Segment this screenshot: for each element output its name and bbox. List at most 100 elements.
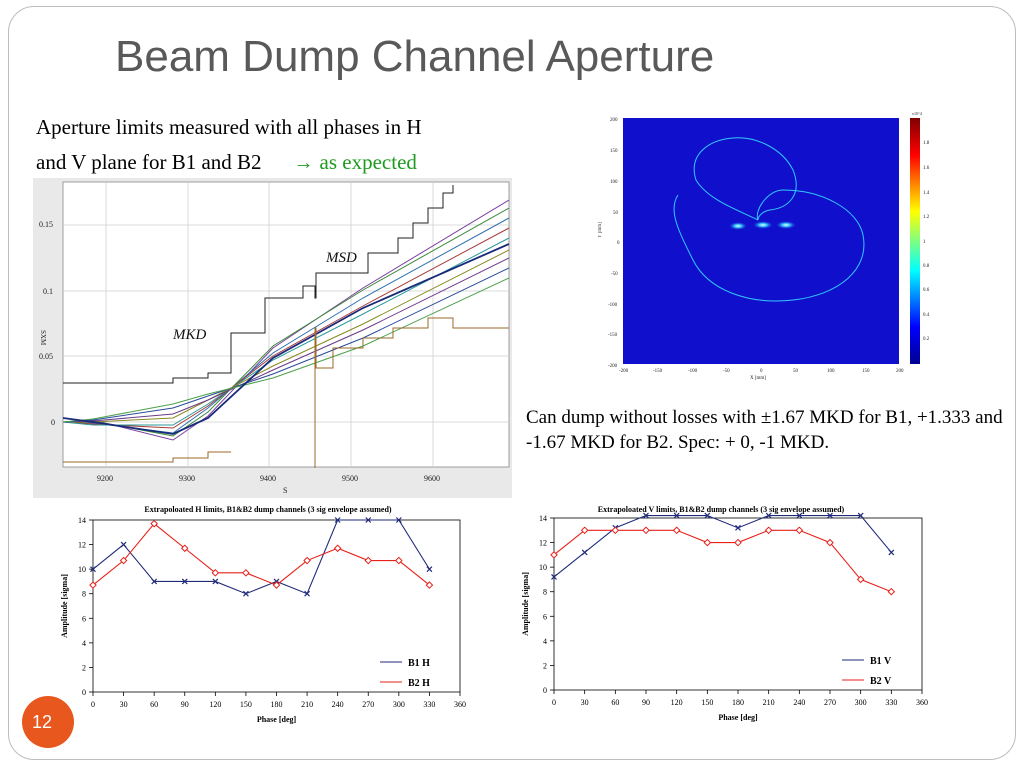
heatmap-y-ticks: 200 150 100 50 0 -50 -100 -150 -200 <box>608 118 620 369</box>
y-tick-label: 12 <box>539 539 547 548</box>
heatmap-xlabel: X [mm] <box>750 376 766 381</box>
data-point <box>703 538 712 547</box>
heatmap-xtick: -200 <box>619 369 629 374</box>
colorbar-tick: 1.4 <box>923 191 930 196</box>
y-tick-label: 14 <box>78 516 86 525</box>
data-point <box>89 581 97 589</box>
y-tick-label: 8 <box>82 590 86 599</box>
data-point <box>333 544 342 553</box>
heatmap-xtick: 0 <box>760 369 763 374</box>
x-tick-label: 360 <box>454 700 466 709</box>
results-caption: Can dump without losses with ±1.67 MKD f… <box>526 407 1003 453</box>
scope-xtick: 9600 <box>424 474 440 483</box>
x-tick-label: 90 <box>642 698 650 707</box>
heatmap-ytick: 0 <box>617 241 620 246</box>
x-axis-label: Phase [deg] <box>718 713 758 722</box>
y-tick-label: 2 <box>543 661 547 670</box>
data-point <box>395 517 402 523</box>
x-tick-label: 300 <box>393 700 405 709</box>
aperture-lower-limit <box>63 317 509 468</box>
x-tick-label: 360 <box>916 698 928 707</box>
data-point <box>764 526 773 535</box>
y-axis-label: Amplitude [sigma] <box>521 572 530 636</box>
y-tick-label: 14 <box>539 514 547 523</box>
heatmap-ytick: 50 <box>613 211 619 216</box>
heatmap-ytick: -100 <box>608 303 618 308</box>
heatmap-x-ticks: -200 -150 -100 -50 0 50 100 150 200 <box>619 369 904 374</box>
x-tick-label: 330 <box>423 700 435 709</box>
data-point <box>119 556 128 565</box>
y-tick-label: 4 <box>82 639 86 648</box>
data-point <box>734 538 742 547</box>
heatmap-ytick: -200 <box>608 364 618 369</box>
heatmap-ytick: -150 <box>608 333 618 338</box>
scope-ytick: 0.1 <box>43 287 53 296</box>
chart-title: Extrapoloated V limits, B1&B2 dump chann… <box>598 505 845 514</box>
x-tick-label: 180 <box>271 700 283 709</box>
scope-y-ticks: 0.15 0.1 0.05 0 <box>39 220 55 427</box>
annotation-msd: MSD <box>325 250 357 266</box>
data-point <box>181 578 188 585</box>
chart-plot-area <box>92 519 461 693</box>
heatmap-ylabel: Y [mm] <box>598 222 603 238</box>
beam-spot <box>776 221 796 229</box>
h-limits-svg: Extrapoloated H limits, B1&B2 dump chann… <box>60 505 466 724</box>
as-expected-text: as expected <box>319 150 417 174</box>
scope-xlabel: S <box>283 486 287 495</box>
sweep-trace-outer <box>673 189 865 302</box>
x-tick-label: 60 <box>611 698 619 707</box>
data-point <box>272 581 281 589</box>
data-point <box>425 581 434 589</box>
data-point <box>120 541 127 548</box>
intro-text: Aperture limits measured with all phases… <box>36 110 422 181</box>
data-point <box>673 512 680 519</box>
aperture-scope-svg: 0.15 0.1 0.05 0 9200 9300 9400 9500 9600… <box>39 181 510 495</box>
data-point <box>580 526 589 535</box>
data-point <box>611 526 620 535</box>
y-tick-label: 6 <box>82 614 86 623</box>
y-tick-label: 4 <box>543 637 547 646</box>
aperture-upper-limit <box>63 185 454 384</box>
x-tick-label: 150 <box>240 700 252 709</box>
slide-title: Beam Dump Channel Aperture <box>115 32 715 81</box>
scope-xtick: 9400 <box>260 474 276 483</box>
x-tick-label: 0 <box>552 698 556 707</box>
legend-label: B1 V <box>870 656 892 667</box>
x-tick-label: 120 <box>671 698 683 707</box>
annotation-mkd: MKD <box>172 327 207 343</box>
colorbar-tick: 0.2 <box>923 337 930 342</box>
y-tick-label: 0 <box>82 688 86 697</box>
x-tick-label: 120 <box>209 700 221 709</box>
data-point <box>735 524 741 531</box>
x-tick-label: 240 <box>793 698 805 707</box>
data-point <box>827 512 833 519</box>
data-point <box>887 587 896 596</box>
data-point <box>857 512 864 519</box>
heatmap-xtick: -150 <box>653 369 663 374</box>
x-tick-label: 0 <box>91 700 95 709</box>
y-axis-label: Amplitude [sigma] <box>60 574 69 638</box>
sweep-trace-inner <box>693 137 797 221</box>
aperture-scope-plot: 0.15 0.1 0.05 0 9200 9300 9400 9500 9600… <box>33 178 512 498</box>
x-tick-label: 210 <box>301 700 313 709</box>
beam-spot <box>753 221 773 229</box>
data-point <box>151 578 158 585</box>
data-point <box>426 566 433 573</box>
heatmap-ytick: 200 <box>610 118 618 123</box>
x-tick-label: 30 <box>581 698 589 707</box>
data-point <box>704 512 711 519</box>
h-limits-chart: Extrapoloated H limits, B1&B2 dump chann… <box>48 500 488 735</box>
data-point <box>581 549 588 556</box>
series-line <box>92 519 430 595</box>
x-tick-label: 150 <box>701 698 713 707</box>
heatmap-ytick: -50 <box>611 272 618 277</box>
v-limits-svg: Extrapoloated V limits, B1&B2 dump chann… <box>521 505 928 722</box>
colorbar-ticks: 1.8 1.6 1.4 1.2 1 0.8 0.6 0.4 0.2 <box>923 141 930 342</box>
x-tick-label: 90 <box>181 700 189 709</box>
heatmap-xtick: -50 <box>723 369 730 374</box>
data-point <box>643 512 649 519</box>
colorbar-tick: 1.6 <box>923 166 930 171</box>
beam-envelope-lines <box>62 199 510 441</box>
legend-label: B2 V <box>870 676 892 687</box>
data-point <box>212 578 219 585</box>
